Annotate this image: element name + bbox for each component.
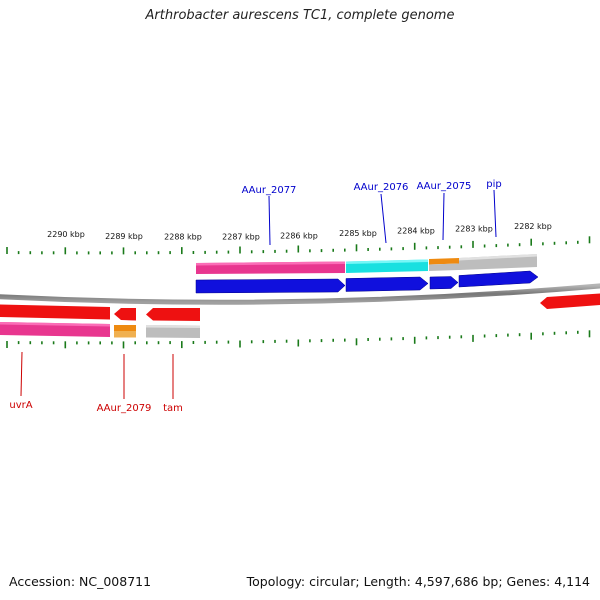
- scale-label-2283: 2283 kbp: [455, 225, 493, 234]
- scale-label-2287: 2287 kbp: [222, 233, 260, 242]
- scale-label-2284: 2284 kbp: [397, 227, 435, 236]
- bottom-scale-ticks: [6, 330, 591, 349]
- gene-arrow-tam[interactable]: [146, 308, 200, 321]
- gene-label-uvra[interactable]: uvrA: [9, 400, 32, 411]
- gene-arrow-aaur-2075[interactable]: [429, 276, 459, 290]
- gene-arrow-aaur-2079[interactable]: [114, 308, 136, 321]
- scale-label-2282: 2282 kbp: [514, 222, 552, 231]
- gene-label-pip[interactable]: pip: [486, 179, 501, 190]
- gene-label-tam[interactable]: tam: [163, 403, 183, 414]
- feature-block-pip-upper[interactable]: [459, 254, 537, 270]
- callout-line-aaur-2076: [380, 193, 387, 244]
- gene-arrow-aaur-2076[interactable]: [345, 276, 429, 292]
- callout-line-pip: [493, 189, 497, 238]
- feature-block-uvra-lower[interactable]: [0, 322, 110, 337]
- map-title: Arthrobacter aurescens TC1, complete gen…: [145, 8, 455, 23]
- scale-label-2290: 2290 kbp: [47, 230, 85, 239]
- scale-label-2286: 2286 kbp: [280, 232, 318, 241]
- gene-label-aaur-2077[interactable]: AAur_2077: [242, 185, 297, 196]
- feature-block-tam-lower[interactable]: [146, 325, 200, 338]
- gene-arrow-right-edge[interactable]: [540, 293, 600, 310]
- accession-label: Accession: NC_008711: [9, 574, 152, 589]
- gene-arrow-pip[interactable]: [458, 270, 539, 288]
- gene-arrow-uvra[interactable]: [0, 304, 110, 320]
- feature-block-aaur-2077-upper[interactable]: [196, 261, 345, 275]
- callout-line-aaur-2077: [268, 195, 271, 246]
- scale-label-2289: 2289 kbp: [105, 232, 143, 241]
- feature-block-aaur-2076-upper[interactable]: [346, 259, 428, 274]
- gene-label-aaur-2075[interactable]: AAur_2075: [417, 181, 472, 192]
- feature-block-aaur-2075-upper[interactable]: [429, 258, 459, 271]
- feature-block-aaur-2079-lower[interactable]: [114, 325, 136, 338]
- genome-summary-label: Topology: circular; Length: 4,597,686 bp…: [246, 574, 590, 589]
- top-scale-ticks: [6, 236, 591, 255]
- genome-backbone: [0, 283, 600, 305]
- callout-line-aaur-2075: [442, 192, 445, 241]
- callout-line-uvra: [20, 351, 23, 397]
- scale-label-2288: 2288 kbp: [164, 233, 202, 242]
- gene-arrow-aaur-2077[interactable]: [195, 278, 346, 294]
- scale-label-2285: 2285 kbp: [339, 229, 377, 238]
- gene-label-aaur-2079[interactable]: AAur_2079: [97, 403, 152, 414]
- gene-label-aaur-2076[interactable]: AAur_2076: [354, 182, 409, 193]
